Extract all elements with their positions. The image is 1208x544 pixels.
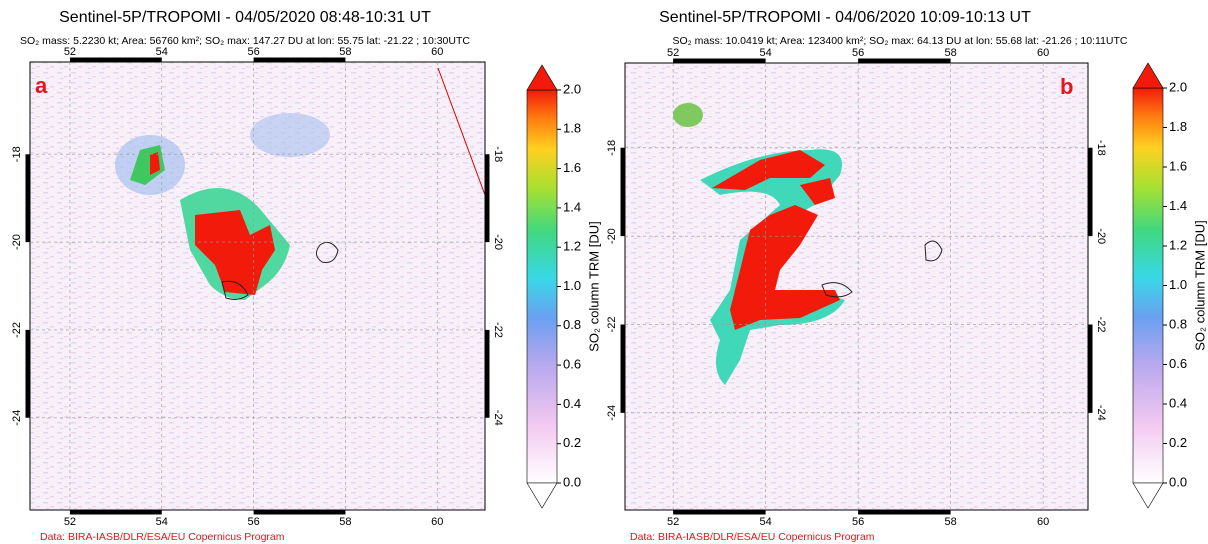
colorbar-tick-label: 0.0: [563, 474, 581, 489]
y-tick-label: -18: [606, 140, 618, 156]
colorbar-tick-label: 0.8: [563, 317, 581, 332]
colorbar-tick-label: 1.4: [1169, 198, 1187, 213]
colorbar-tick-label: 0.2: [563, 435, 581, 450]
y-tick-label: -22: [492, 322, 504, 338]
y-tick-label: -22: [606, 317, 618, 333]
panel-subtitle: SO₂ mass: 10.0419 kt; Area: 123400 km²; …: [672, 35, 1127, 47]
y-tick-label: -18: [492, 146, 504, 162]
y-tick-label: -20: [606, 228, 618, 244]
colorbar-tick-label: 1.8: [1169, 119, 1187, 134]
y-tick-label: -24: [1095, 405, 1107, 421]
colorbar-tick-label: 0.2: [1169, 435, 1187, 450]
x-tick-label: 54: [156, 516, 168, 528]
x-tick-label: 52: [667, 47, 679, 59]
panel-subtitle: SO₂ mass: 5.2230 kt; Area: 56760 km²; SO…: [20, 35, 470, 47]
colorbar: [1132, 87, 1164, 484]
colorbar-tick-label: 1.0: [1169, 277, 1187, 292]
x-tick-label: 60: [1037, 516, 1049, 528]
y-tick-label: -24: [11, 410, 23, 426]
y-tick-label: -24: [492, 410, 504, 426]
x-tick-label: 54: [759, 47, 771, 59]
colorbar-extend: [526, 64, 558, 91]
x-tick-label: 58: [339, 46, 351, 58]
x-tick-label: 52: [64, 516, 76, 528]
x-tick-label: 56: [247, 516, 259, 528]
panel-title: Sentinel-5P/TROPOMI - 04/05/2020 08:48-1…: [59, 9, 431, 26]
colorbar-tick-label: 1.8: [563, 121, 581, 136]
colorbar-label: SO₂ column TRM [DU]: [586, 221, 601, 352]
colorbar-tick-label: 0.8: [1169, 316, 1187, 331]
x-tick-label: 58: [339, 516, 351, 528]
y-tick-label: -20: [492, 234, 504, 250]
y-tick-label: -22: [11, 322, 23, 338]
y-tick-label: -20: [11, 234, 23, 250]
x-tick-label: 52: [667, 516, 679, 528]
colorbar-extend: [1132, 62, 1164, 89]
y-tick-label: -18: [1095, 140, 1107, 156]
colorbar-tick-label: 1.6: [563, 160, 581, 175]
y-tick-label: -22: [1095, 317, 1107, 333]
colorbar-label: SO₂ column TRM [DU]: [1192, 220, 1207, 351]
colorbar-tick-label: 2.0: [563, 81, 581, 96]
colorbar: [526, 89, 558, 484]
x-tick-label: 56: [247, 46, 259, 58]
data-credit: Data: BIRA-IASB/DLR/ESA/EU Copernicus Pr…: [630, 531, 875, 543]
panel-title: Sentinel-5P/TROPOMI - 04/06/2020 10:09-1…: [659, 9, 1031, 26]
data-credit: Data: BIRA-IASB/DLR/ESA/EU Copernicus Pr…: [40, 531, 285, 543]
colorbar-extend: [526, 482, 558, 509]
y-tick-label: -20: [1095, 228, 1107, 244]
x-tick-label: 56: [852, 47, 864, 59]
panel-label: b: [1060, 74, 1073, 99]
y-tick-label: -24: [606, 405, 618, 421]
panel-label: a: [35, 73, 48, 98]
colorbar-tick-label: 1.0: [563, 278, 581, 293]
x-tick-label: 54: [156, 46, 168, 58]
colorbar-tick-label: 1.6: [1169, 158, 1187, 173]
map-background: [625, 63, 1088, 510]
x-tick-label: 54: [759, 516, 771, 528]
x-tick-label: 60: [431, 46, 443, 58]
x-tick-label: 60: [1037, 47, 1049, 59]
colorbar-extend: [1132, 482, 1164, 509]
plume: [115, 67, 486, 300]
colorbar-tick-label: 2.0: [1169, 79, 1187, 94]
colorbar-tick-label: 1.2: [1169, 237, 1187, 252]
colorbar-tick-label: 0.4: [563, 396, 581, 411]
y-tick-label: -18: [11, 146, 23, 162]
x-tick-label: 58: [945, 47, 957, 59]
colorbar-tick-label: 0.6: [1169, 356, 1187, 371]
colorbar-tick-label: 1.4: [563, 199, 581, 214]
colorbar-tick-label: 0.0: [1169, 474, 1187, 489]
colorbar-tick-label: 0.4: [1169, 395, 1187, 410]
x-tick-label: 60: [431, 516, 443, 528]
x-tick-label: 58: [945, 516, 957, 528]
x-tick-label: 56: [852, 516, 864, 528]
maps: [30, 62, 1088, 510]
colorbar-tick-label: 0.6: [563, 357, 581, 372]
map-frame: [624, 62, 1089, 511]
x-tick-label: 52: [64, 46, 76, 58]
colorbar-tick-label: 1.2: [563, 239, 581, 254]
